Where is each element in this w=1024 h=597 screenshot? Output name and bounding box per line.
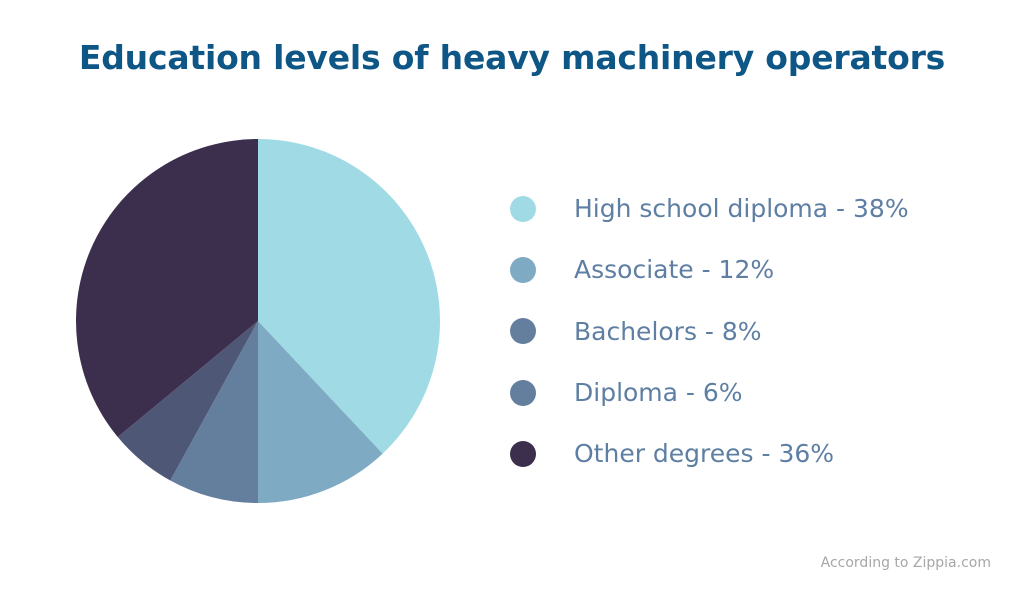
- chart-title: Education levels of heavy machinery oper…: [78, 38, 946, 77]
- legend-item-associate: Associate - 12%: [510, 239, 1010, 300]
- legend-swatch: [510, 440, 536, 467]
- legend-swatch: [510, 318, 536, 345]
- legend-swatch: [510, 195, 536, 222]
- pie-slice-high-school-diploma: [258, 139, 440, 454]
- legend-label: High school diploma - 38%: [574, 194, 909, 224]
- legend-label: Diploma - 6%: [574, 378, 743, 408]
- pie-slice-associate: [258, 321, 383, 503]
- legend-swatch: [510, 256, 536, 283]
- legend-item-high-school-diploma: High school diploma - 38%: [510, 178, 1010, 239]
- legend-item-bachelors: Bachelors - 8%: [510, 301, 1010, 362]
- pie-slice-diploma: [117, 321, 258, 481]
- pie-slice-other-degrees: [76, 139, 258, 438]
- chart-legend: High school diploma - 38% Associate - 12…: [510, 178, 1010, 484]
- source-note: According to Zippia.com: [820, 555, 991, 571]
- legend-label: Other degrees - 36%: [574, 439, 835, 469]
- legend-swatch: [510, 379, 536, 406]
- pie-chart: [76, 139, 440, 503]
- legend-item-other-degrees: Other degrees - 36%: [510, 423, 1010, 484]
- legend-label: Bachelors - 8%: [574, 316, 762, 346]
- pie-slice-bachelors: [170, 321, 258, 503]
- legend-item-diploma: Diploma - 6%: [510, 362, 1010, 423]
- legend-label: Associate - 12%: [574, 255, 775, 285]
